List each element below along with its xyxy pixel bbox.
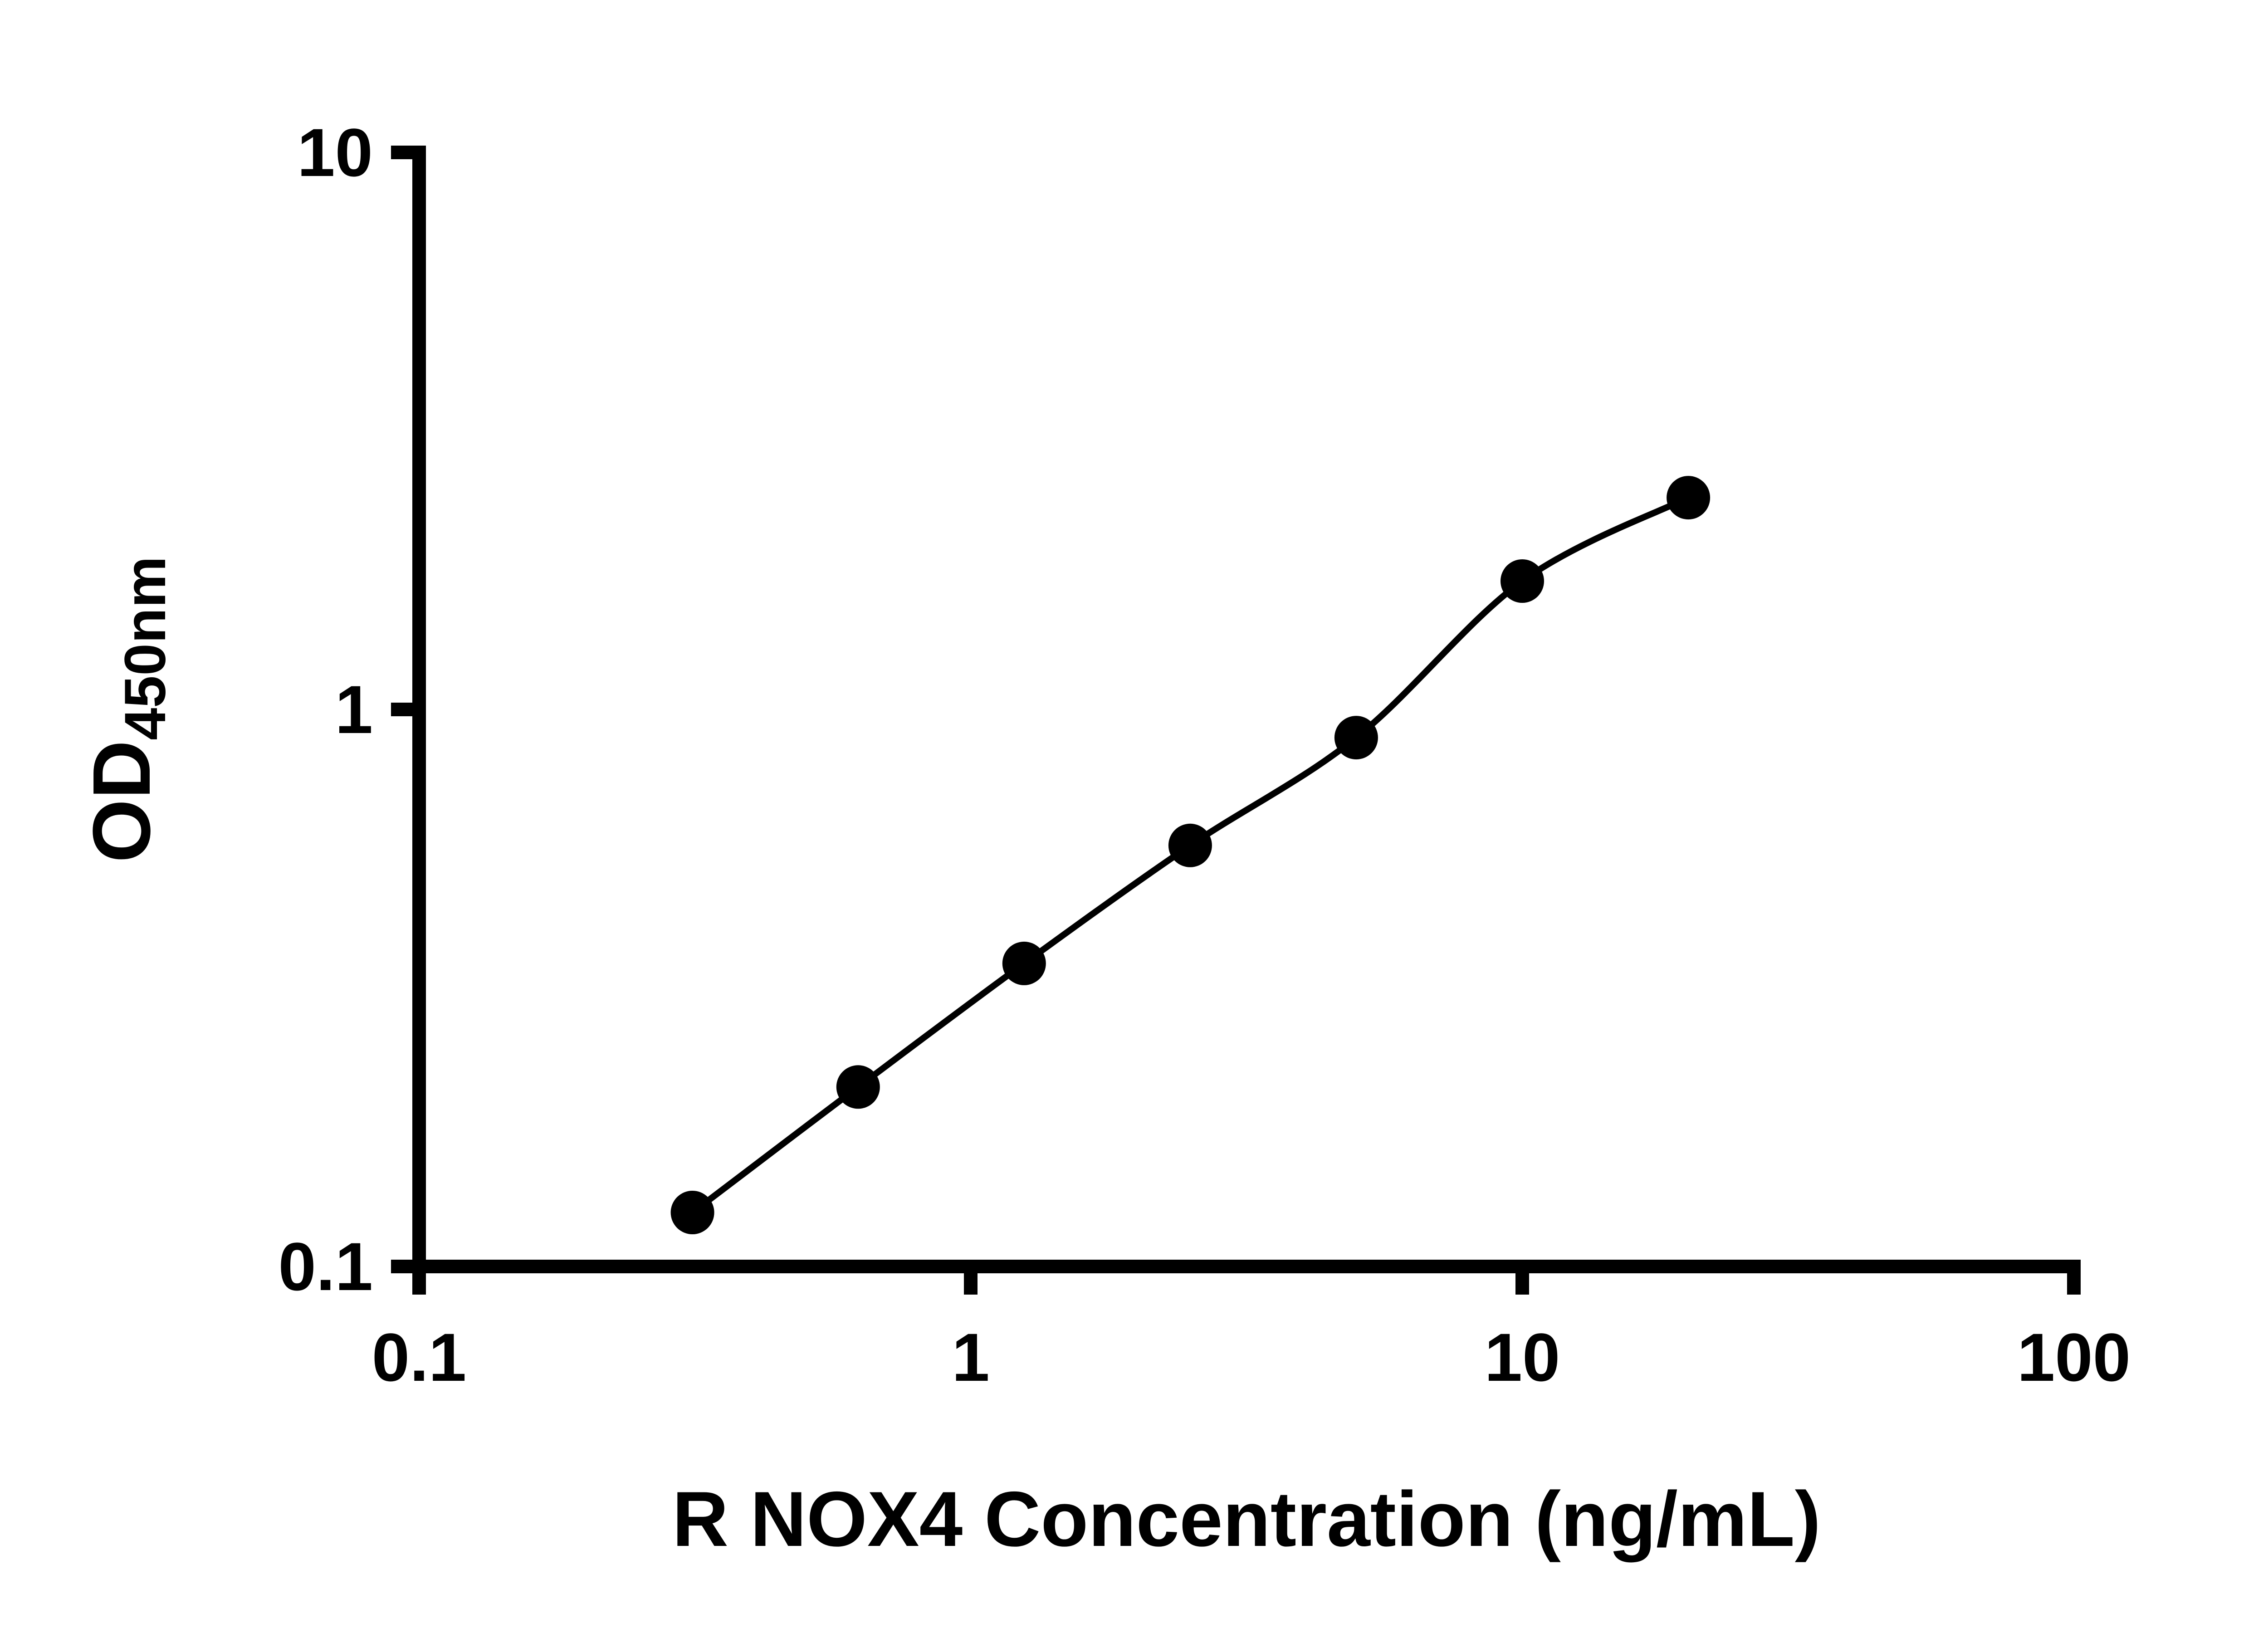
data-point [1168, 823, 1212, 867]
y-axis-title: OD450nm [76, 556, 178, 863]
data-point [1334, 716, 1378, 760]
y-axis-tick-labels: 0.1 1 10 [278, 114, 373, 1305]
y-axis-title-main: OD [76, 740, 167, 863]
data-point [670, 1191, 714, 1234]
data-points [670, 476, 1711, 1234]
y-axis-ticks [391, 146, 419, 1273]
axes [412, 146, 2081, 1273]
data-point [836, 1065, 880, 1109]
y-tick-label: 0.1 [278, 1228, 373, 1305]
x-tick-label: 0.1 [372, 1319, 467, 1395]
x-tick-label: 10 [1485, 1319, 1560, 1395]
x-tick-label: 1 [952, 1319, 989, 1395]
x-axis-tick-labels: 0.1 1 10 100 [372, 1319, 2131, 1395]
y-axis-title-subscript: 450nm [113, 556, 178, 740]
y-tick-label: 1 [335, 671, 373, 748]
data-point [1667, 476, 1711, 520]
x-tick-label: 100 [2017, 1319, 2131, 1395]
data-point [1002, 941, 1046, 985]
x-axis-title: R NOX4 Concentration (ng/mL) [672, 1476, 1821, 1563]
y-tick-label: 10 [297, 114, 373, 191]
plot-area [670, 476, 1711, 1234]
data-point [1501, 559, 1544, 603]
